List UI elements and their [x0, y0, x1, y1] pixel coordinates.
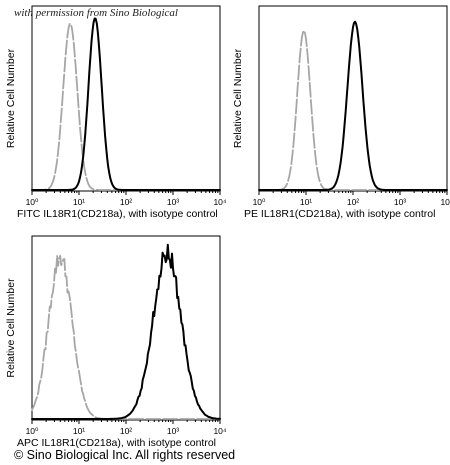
- y-axis-label: Relative Cell Number: [5, 278, 17, 378]
- y-axis-label: Relative Cell Number: [5, 48, 17, 148]
- isotype-control-curve: [31, 254, 221, 420]
- copyright-text: © Sino Biological Inc. All rights reserv…: [14, 448, 235, 462]
- x-tick-label: 10²: [347, 197, 359, 207]
- x-tick-label: 10³: [394, 197, 406, 207]
- x-axis-label: PE IL18R1(CD218a), with isotype control: [244, 208, 435, 220]
- x-tick-label: 10¹: [73, 197, 85, 207]
- x-tick-label: 10⁴: [213, 197, 226, 207]
- x-axis-label: FITC IL18R1(CD218a), with isotype contro…: [17, 208, 218, 220]
- isotype-control-curve: [31, 22, 221, 191]
- x-tick-label: 10¹: [73, 426, 85, 436]
- x-axis-label: APC IL18R1(CD218a), with isotype control: [17, 437, 216, 449]
- sample-curve: [258, 20, 448, 191]
- x-tick-label: 10³: [167, 426, 179, 436]
- x-tick-label: 10⁰: [26, 197, 39, 207]
- x-tick-label: 10²: [120, 426, 132, 436]
- y-axis-label: Relative Cell Number: [232, 48, 244, 148]
- histogram-panel-pe: 10⁰ 10¹ 10² 10³ 10⁴ PE IL18R1(CD218a), with i…: [232, 5, 450, 220]
- x-tick-label: 10³: [167, 197, 179, 207]
- sample-curve: [31, 243, 221, 420]
- x-tick-label: 10¹: [300, 197, 312, 207]
- x-tick-label: 10⁰: [26, 426, 39, 436]
- x-tick-label: 10⁴: [213, 426, 226, 436]
- isotype-control-curve: [258, 29, 448, 191]
- x-tick-label: 10⁴: [440, 197, 450, 207]
- plot-frame: [31, 5, 221, 192]
- x-tick-label: 10²: [120, 197, 132, 207]
- sample-curve: [31, 17, 221, 191]
- x-tick-label: 10⁰: [253, 197, 266, 207]
- watermark-text: with permission from Sino Biological: [14, 7, 178, 19]
